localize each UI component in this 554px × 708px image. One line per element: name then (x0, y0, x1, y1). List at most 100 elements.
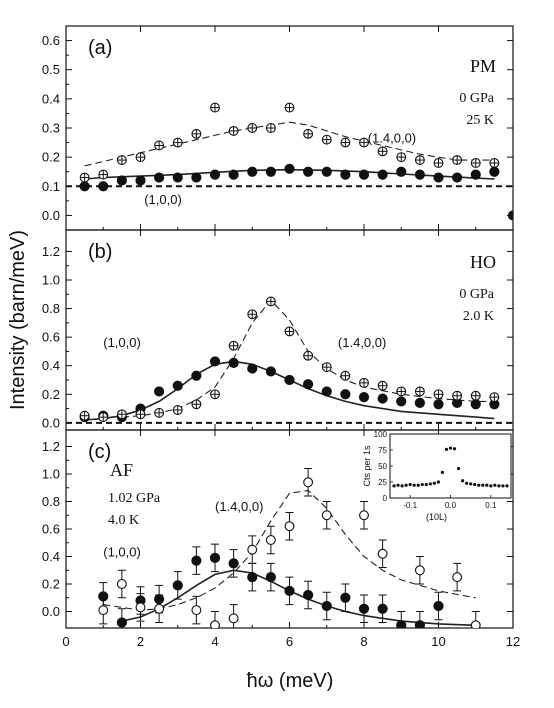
inset-data-point (416, 483, 420, 487)
data-point-open (228, 613, 239, 624)
data-point-filled (265, 366, 276, 377)
y-tick-label: 0.4 (42, 549, 60, 564)
condition-label: 2.0 K (463, 309, 494, 324)
inset-data-point (465, 481, 469, 485)
wavevector-label: (1.4,0,0) (215, 499, 263, 514)
data-point-filled (284, 585, 295, 596)
data-point-open (154, 603, 165, 614)
inset-y-tick-label: 75 (378, 446, 387, 455)
data-point-filled (172, 172, 183, 183)
condition-label: 4.0 K (108, 513, 139, 528)
data-point-filled (414, 397, 425, 408)
data-point-crossed (470, 158, 481, 168)
data-point-filled (284, 374, 295, 386)
data-point-crossed (265, 123, 276, 133)
data-point-filled (116, 617, 127, 628)
data-point-filled (340, 389, 351, 400)
inset-data-point (400, 484, 404, 488)
data-point-filled (191, 555, 202, 566)
data-point-filled (209, 552, 221, 563)
data-point-filled (265, 166, 276, 177)
data-point-crossed (303, 350, 314, 361)
data-point-filled (470, 399, 481, 410)
data-point-filled (98, 181, 109, 192)
data-point-filled (321, 600, 332, 612)
inset-data-point (489, 484, 493, 488)
inset-x-axis-title: (10L) (426, 512, 447, 522)
inset-data-point (408, 482, 412, 487)
inset-y-tick-label: 100 (374, 430, 388, 439)
inset-data-point (461, 479, 465, 483)
data-point-crossed (470, 390, 481, 401)
data-point-crossed (303, 128, 314, 139)
data-point-filled (265, 572, 276, 583)
data-point-filled (172, 380, 183, 391)
data-point-filled (228, 558, 239, 569)
y-tick-label: 0.8 (42, 494, 60, 509)
data-point-crossed (247, 123, 258, 133)
inset-chart: 0 25 50 75 100 -0.1 0.0 0.1 Cts per 1s (10L) (362, 430, 512, 522)
data-point-crossed (396, 152, 407, 163)
data-point-crossed (154, 140, 165, 151)
inset-data-point (481, 483, 485, 487)
data-point-crossed (228, 125, 239, 136)
data-point-filled (507, 210, 513, 221)
data-point-open (470, 620, 481, 628)
inset-data-point (432, 481, 436, 485)
x-tick-label: 6 (286, 634, 293, 649)
data-point-crossed (265, 296, 276, 307)
data-point-filled (340, 169, 351, 180)
data-point-filled (247, 572, 258, 583)
condition-label: 0 GPa (459, 91, 494, 106)
y-tick-label: 0.5 (42, 62, 60, 77)
inset-y-tick-label: 0 (383, 494, 388, 503)
y-tick-label: 1.2 (42, 244, 60, 259)
data-point-open (116, 579, 127, 589)
data-point-open (377, 548, 388, 559)
inset-data-point (485, 483, 489, 487)
y-tick-label: 0.2 (42, 387, 60, 402)
y-tick-label: 0.4 (42, 358, 60, 373)
wavevector-label: (1,0,0) (103, 545, 141, 560)
y-axis-title: Intensity (barn/meV) (7, 230, 29, 410)
inset-data-point (497, 484, 501, 488)
data-point-filled (489, 166, 500, 177)
data-point-filled (321, 166, 332, 177)
inset-data-point (436, 480, 440, 484)
data-point-crossed (135, 409, 146, 420)
data-point-open (414, 565, 425, 576)
data-point-crossed (433, 158, 444, 168)
phase-label: AF (110, 460, 133, 480)
data-point-filled (228, 169, 239, 180)
data-point-crossed (154, 407, 165, 418)
data-point-crossed (98, 169, 109, 180)
data-point-crossed (452, 155, 463, 166)
panel-ho: 0.0 0.2 0.4 0.6 0.8 1.0 1.2 (b) HO 0 GPa 2.0 K (1,0… (42, 229, 514, 431)
data-point-crossed (79, 410, 90, 421)
data-point-crossed (396, 386, 407, 397)
inset-data-point (428, 482, 432, 486)
data-point-filled (154, 172, 165, 183)
inset-x-tick-label: 0.1 (485, 501, 497, 510)
plot-area (98, 468, 481, 628)
data-point-crossed (210, 389, 220, 400)
panel-pm: 0.0 0.1 0.2 0.3 0.4 0.5 0.6 (a) PM 0 GPa 25 K (1,0,… (42, 25, 514, 231)
data-point-crossed (377, 146, 388, 157)
data-point-filled (191, 370, 202, 381)
data-point-crossed (321, 362, 332, 373)
data-point-crossed (377, 380, 388, 391)
data-point-filled (191, 172, 202, 183)
data-point-crossed (340, 137, 351, 148)
data-point-filled (396, 620, 407, 628)
data-point-filled (247, 166, 258, 177)
data-point-crossed (79, 172, 90, 183)
data-point-crossed (116, 409, 127, 420)
y-tick-label: 1.0 (42, 273, 60, 288)
data-point-filled (396, 396, 407, 407)
plot-area (66, 296, 513, 424)
condition-label: 1.02 GPa (108, 491, 161, 506)
y-tick-label: 0.6 (42, 33, 60, 48)
data-point-filled (154, 386, 165, 397)
inset-data-point (505, 484, 509, 488)
